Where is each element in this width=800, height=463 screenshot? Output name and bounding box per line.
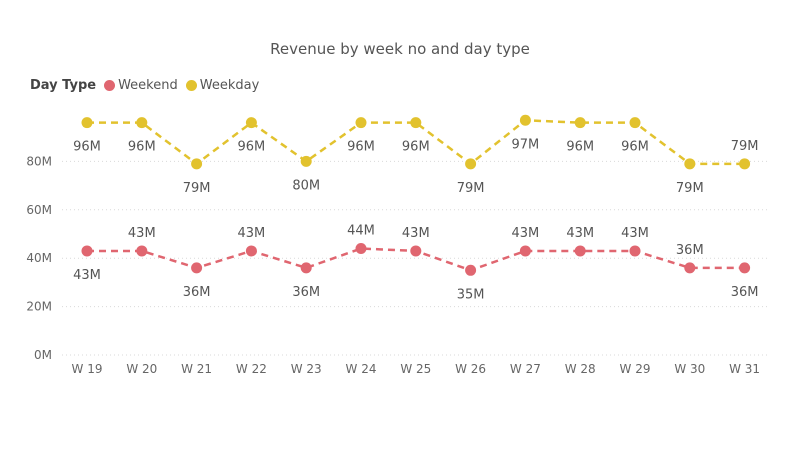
legend-title: Day Type [30, 78, 97, 93]
data-point [355, 243, 367, 255]
data-label: 35M [457, 287, 485, 302]
legend: Day Type Weekend Weekday [30, 78, 267, 93]
data-point [81, 245, 93, 257]
data-point [410, 117, 422, 129]
legend-swatch-weekday [185, 80, 197, 91]
x-tick-label: W 25 [400, 362, 431, 376]
data-label: 36M [292, 285, 320, 300]
data-point [629, 117, 641, 129]
y-tick-label: 20M [26, 300, 52, 314]
x-tick-label: W 31 [729, 362, 760, 376]
data-label: 36M [676, 243, 704, 258]
data-point [81, 117, 93, 129]
data-label: 96M [621, 140, 649, 155]
data-point [519, 114, 531, 126]
y-tick-label: 0M [34, 348, 52, 362]
data-point [465, 264, 477, 276]
data-label: 96M [73, 140, 101, 155]
data-point [136, 245, 148, 257]
data-label: 43M [238, 226, 266, 241]
x-tick-label: W 26 [455, 362, 486, 376]
data-point [465, 158, 477, 170]
legend-item-weekend[interactable]: Weekend [104, 78, 178, 93]
x-tick-label: W 24 [346, 362, 377, 376]
x-tick-label: W 23 [291, 362, 322, 376]
data-point [739, 158, 751, 170]
data-label: 97M [512, 137, 540, 152]
data-point [245, 245, 257, 257]
data-point [684, 158, 696, 170]
data-point [191, 158, 203, 170]
x-tick-label: W 29 [620, 362, 651, 376]
data-label: 80M [292, 178, 320, 193]
data-point [739, 262, 751, 274]
data-point [191, 262, 203, 274]
data-label: 96M [402, 140, 430, 155]
x-tick-label: W 20 [126, 362, 157, 376]
data-label: 79M [457, 181, 485, 196]
data-label: 79M [183, 181, 211, 196]
data-label: 43M [512, 226, 540, 241]
x-tick-label: W 19 [72, 362, 103, 376]
data-point [410, 245, 422, 257]
legend-swatch-weekend [104, 80, 116, 91]
y-tick-label: 60M [26, 203, 52, 217]
data-label: 36M [731, 285, 759, 300]
data-point [136, 117, 148, 129]
legend-item-weekday[interactable]: Weekday [185, 78, 260, 93]
data-label: 96M [128, 140, 156, 155]
data-label: 43M [621, 226, 649, 241]
data-label: 79M [731, 139, 759, 154]
x-tick-label: W 28 [565, 362, 596, 376]
data-point [629, 245, 641, 257]
data-point [245, 117, 257, 129]
data-label: 96M [566, 140, 594, 155]
data-label: 43M [128, 226, 156, 241]
data-point [684, 262, 696, 274]
data-label: 96M [347, 140, 375, 155]
data-label: 44M [347, 224, 375, 239]
data-point [519, 245, 531, 257]
data-point [300, 262, 312, 274]
data-point [574, 245, 586, 257]
data-label: 96M [238, 140, 266, 155]
x-tick-label: W 21 [181, 362, 212, 376]
data-label: 43M [73, 268, 101, 283]
y-tick-label: 40M [26, 251, 52, 265]
data-label: 43M [566, 226, 594, 241]
chart-title: Revenue by week no and day type [270, 40, 530, 58]
x-tick-label: W 30 [674, 362, 705, 376]
data-point [574, 117, 586, 129]
legend-label-weekday: Weekday [199, 78, 260, 93]
y-tick-label: 80M [26, 154, 52, 168]
legend-label-weekend: Weekend [118, 78, 178, 93]
data-label: 36M [183, 285, 211, 300]
data-label: 79M [676, 181, 704, 196]
data-point [300, 155, 312, 167]
data-point [355, 117, 367, 129]
x-tick-label: W 27 [510, 362, 541, 376]
data-label: 43M [402, 226, 430, 241]
x-tick-label: W 22 [236, 362, 267, 376]
